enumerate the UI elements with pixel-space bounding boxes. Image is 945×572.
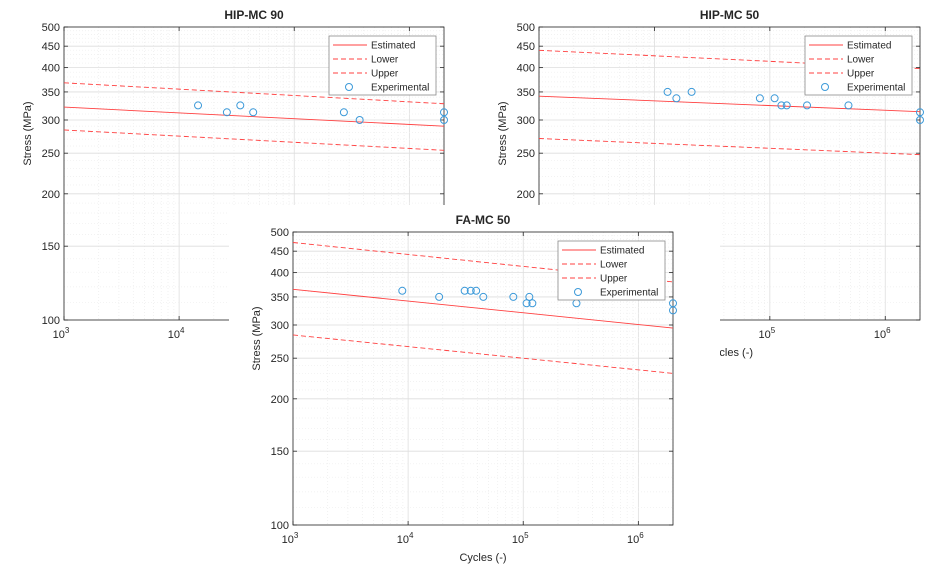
y-tick-label: 500 [42,22,60,34]
legend-label: Estimated [371,41,415,52]
experimental-point [916,115,924,124]
legend-label: Lower [847,55,875,66]
experimental-point [194,101,203,110]
experimental-point [663,87,672,96]
experimental-point [435,292,444,301]
y-tick-label: 450 [42,41,60,53]
legend: Estimated Lower Upper Experimental [328,35,437,96]
x-tick-label: 104 [397,531,414,546]
y-tick-label: 200 [517,189,535,201]
experimental-point [755,94,764,103]
x-tick-label: 103 [53,326,70,341]
experimental-point [472,286,481,295]
y-tick-label: 150 [271,446,289,458]
chart-title: FA-MC 50 [456,213,511,227]
y-tick-label: 250 [517,148,535,160]
experimental-point [782,101,791,110]
legend: Estimated Lower Upper Experimental [557,240,666,301]
experimental-point [355,115,364,124]
experimental-point [528,299,537,308]
experimental-point [672,94,681,103]
experimental-point [479,292,488,301]
legend-label: Estimated [847,41,891,52]
legend-label: Experimental [847,83,905,94]
y-tick-label: 100 [271,520,289,532]
experimental-point [687,87,696,96]
y-tick-label: 250 [271,353,289,365]
y-tick-label: 450 [271,246,289,258]
y-tick-label: 450 [517,41,535,53]
x-axis-label: Cycles (-) [459,552,506,564]
x-tick-label: 105 [512,531,529,546]
experimental-point [803,101,812,110]
legend-marker-icon [574,288,582,296]
experimental-point [339,108,348,117]
experimental-point [222,108,231,117]
y-tick-label: 150 [42,241,60,253]
axes-box [292,231,674,526]
y-axis-label: Stress (MPa) [251,306,263,370]
estimated-line [538,95,921,113]
legend-marker-icon [345,83,353,91]
experimental-point [844,101,853,110]
y-axis-label: Stress (MPa) [497,101,509,165]
experimental-point [460,286,469,295]
legend-label: Upper [371,69,399,80]
legend-label: Experimental [600,288,658,299]
chart-title: HIP-MC 50 [700,8,760,22]
legend-label: Lower [371,55,399,66]
y-tick-label: 500 [271,227,289,239]
experimental-point [466,286,475,295]
x-tick-label: 103 [282,531,299,546]
y-tick-label: 300 [271,320,289,332]
y-tick-label: 400 [42,63,60,75]
y-tick-label: 250 [42,148,60,160]
legend-label: Experimental [371,83,429,94]
experimental-point [777,101,786,110]
experimental-point [669,306,677,315]
y-tick-label: 100 [42,315,60,327]
legend-box [804,35,913,96]
y-tick-label: 300 [517,115,535,127]
experimental-point [249,108,258,117]
estimated-line [292,288,674,329]
legend-label: Upper [600,274,628,285]
y-tick-label: 400 [271,268,289,280]
legend-box [557,240,666,301]
y-tick-label: 200 [271,394,289,406]
chart-title: HIP-MC 90 [224,8,284,22]
estimated-line [63,106,445,127]
experimental-point [440,108,448,117]
y-tick-label: 200 [42,189,60,201]
experimental-point [770,94,779,103]
x-tick-label: 104 [168,326,185,341]
legend-label: Upper [847,69,875,80]
legend-label: Estimated [600,246,644,257]
x-tick-label: 106 [627,531,644,546]
experimental-point [509,292,518,301]
experimental-point [398,286,407,295]
axes-box [538,26,921,321]
y-tick-label: 350 [517,87,535,99]
experimental-point [525,292,534,301]
y-tick-label: 350 [271,292,289,304]
legend: Estimated Lower Upper Experimental [804,35,913,96]
x-tick-label: 105 [758,326,775,341]
y-axis-label: Stress (MPa) [22,101,34,165]
y-tick-label: 300 [42,115,60,127]
y-tick-label: 400 [517,63,535,75]
legend-marker-icon [821,83,829,91]
experimental-point [236,101,245,110]
legend-label: Lower [600,260,628,271]
chart-3: 100 150 200 250 300 350 400 450 500 103 104 105 106 F… [229,205,720,572]
y-tick-label: 500 [517,22,535,34]
y-tick-label: 350 [42,87,60,99]
experimental-point [916,108,924,117]
x-tick-label: 106 [874,326,891,341]
legend-box [328,35,437,96]
experimental-point [440,115,448,124]
